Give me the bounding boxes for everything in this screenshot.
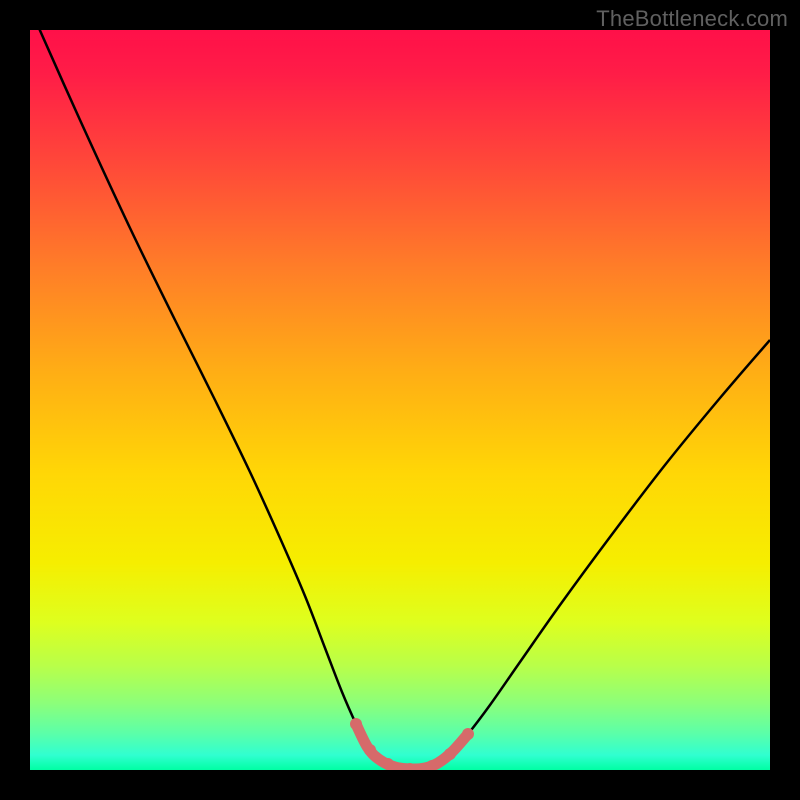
chart-frame: TheBottleneck.com [0,0,800,800]
bottleneck-chart [0,0,800,800]
gradient-background [30,30,770,770]
watermark-text: TheBottleneck.com [596,6,788,32]
